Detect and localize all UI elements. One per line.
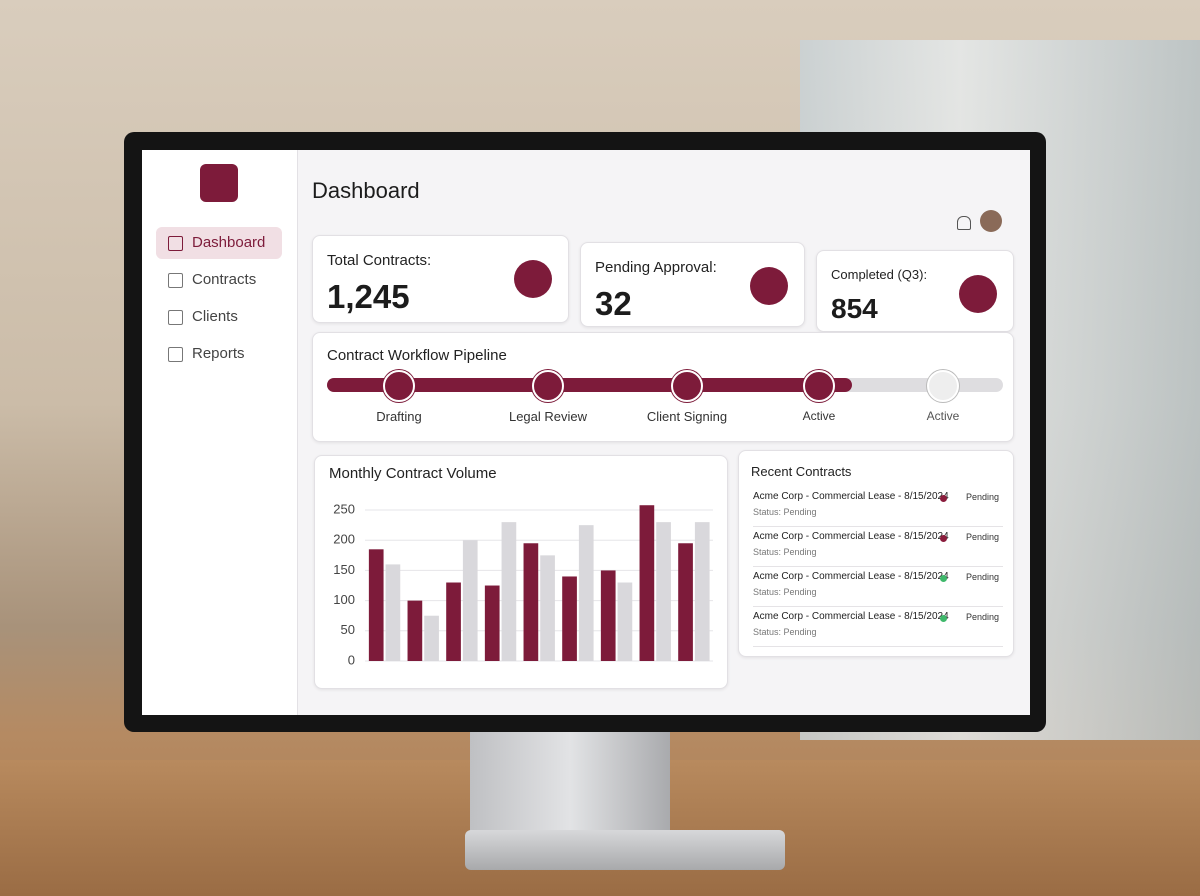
y-tick-label: 150 [333,562,355,577]
bar [600,570,616,661]
kpi-card: Pending Approval: 32 [580,242,805,327]
avatar[interactable] [980,210,1002,232]
status-badge: Pending [965,612,999,622]
stage-node [803,370,835,402]
y-tick-label: 250 [333,501,355,516]
kpi-label: Pending Approval: [595,259,717,276]
y-tick-label: 100 [333,592,355,607]
kpi-card: Total Contracts: 1,245 [312,235,569,323]
bar [368,549,384,661]
kpi-card: Completed (Q3): 854 [816,250,1014,332]
bar [523,543,539,661]
stage-label: Active [926,409,960,423]
bar [385,564,401,661]
bar [562,576,577,661]
page-title: Dashboard [312,178,420,203]
bar [694,522,710,661]
y-tick-label: 0 [348,652,355,667]
screen: Dashboard Contracts Clients Reports Dash… [142,150,1030,715]
kpi-label: Completed (Q3): [831,267,928,282]
stage-label: Client Signing [646,409,728,424]
contract-row[interactable]: Acme Corp - Commercial Lease - 8/15/2024… [753,607,1003,647]
pipeline-card: Contract Workflow Pipeline Drafting Lega… [312,332,1014,442]
contract-name: Acme Corp - Commercial Lease - 8/15/2024 [753,531,949,542]
nav-item[interactable]: Reports [156,338,282,370]
status-dot [940,495,947,502]
bar [407,600,423,661]
contract-row[interactable]: Acme Corp - Commercial Lease - 8/15/2024… [753,487,1003,527]
notification-bell[interactable] [957,216,971,230]
bar [639,505,655,661]
pipeline-progress [327,378,852,392]
y-tick-label: 200 [333,532,355,547]
pipeline-title: Contract Workflow Pipeline [327,347,507,364]
nav-item[interactable]: Clients [156,301,282,333]
bar [656,522,671,661]
nav-label: Clients [192,308,238,325]
kpi-icon [514,260,552,298]
stand-base [465,830,785,870]
chart-title: Monthly Contract Volume [329,465,497,482]
bar [424,615,439,661]
contract-row[interactable]: Acme Corp - Commercial Lease - 8/15/2024… [753,567,1003,607]
contract-name: Acme Corp - Commercial Lease - 8/15/2024 [753,611,949,622]
nav-label: Contracts [192,271,257,288]
contract-status: Status: Pending [753,507,817,517]
stage-node [671,370,703,402]
bar [446,582,461,661]
y-tick-label: 50 [341,622,355,637]
stage-label: Drafting [376,409,422,424]
contract-status: Status: Pending [753,587,817,597]
stage-label: Legal Review [508,409,588,424]
status-badge: Pending [965,572,999,582]
stage-node [532,370,564,402]
status-dot [940,615,947,622]
chart-card: Monthly Contract Volume 0 50 100 150 200 250 [314,455,728,689]
kpi-value: 32 [595,285,632,322]
logo[interactable] [200,164,238,202]
kpi-value: 854 [831,293,878,324]
contract-name: Acme Corp - Commercial Lease - 8/15/2024 [753,571,949,582]
status-badge: Pending [965,492,999,502]
sidebar: Dashboard Contracts Clients Reports [142,150,298,715]
bar [540,555,555,661]
nav-label: Reports [192,345,245,362]
recent-card: Recent Contracts Acme Corp - Commercial … [738,450,1014,657]
contract-row[interactable]: Acme Corp - Commercial Lease - 8/15/2024… [753,527,1003,567]
nav-item[interactable]: Contracts [156,264,282,296]
bar-chart: Monthly Contract Volume 0 50 100 150 200 250 [329,465,713,667]
stage-label: Active [802,409,836,423]
contract-status: Status: Pending [753,627,817,637]
recent-title: Recent Contracts [751,464,852,479]
kpi-label: Total Contracts: [327,252,432,269]
monitor-stand [470,730,670,840]
status-badge: Pending [965,532,999,542]
bar [462,540,478,661]
bar [501,522,517,661]
kpi-value: 1,245 [327,278,410,315]
nav-item[interactable]: Dashboard [156,227,282,259]
bar [617,582,633,661]
status-dot [940,575,947,582]
bar [484,585,500,661]
kpi-icon [750,267,788,305]
contract-status: Status: Pending [753,547,817,557]
contract-name: Acme Corp - Commercial Lease - 8/15/2024 [753,491,949,502]
status-dot [940,535,947,542]
kpi-icon [959,275,997,313]
stage-node [383,370,415,402]
bar [578,525,594,661]
stage-node [927,370,959,402]
bar [678,543,693,661]
nav-label: Dashboard [192,234,266,251]
